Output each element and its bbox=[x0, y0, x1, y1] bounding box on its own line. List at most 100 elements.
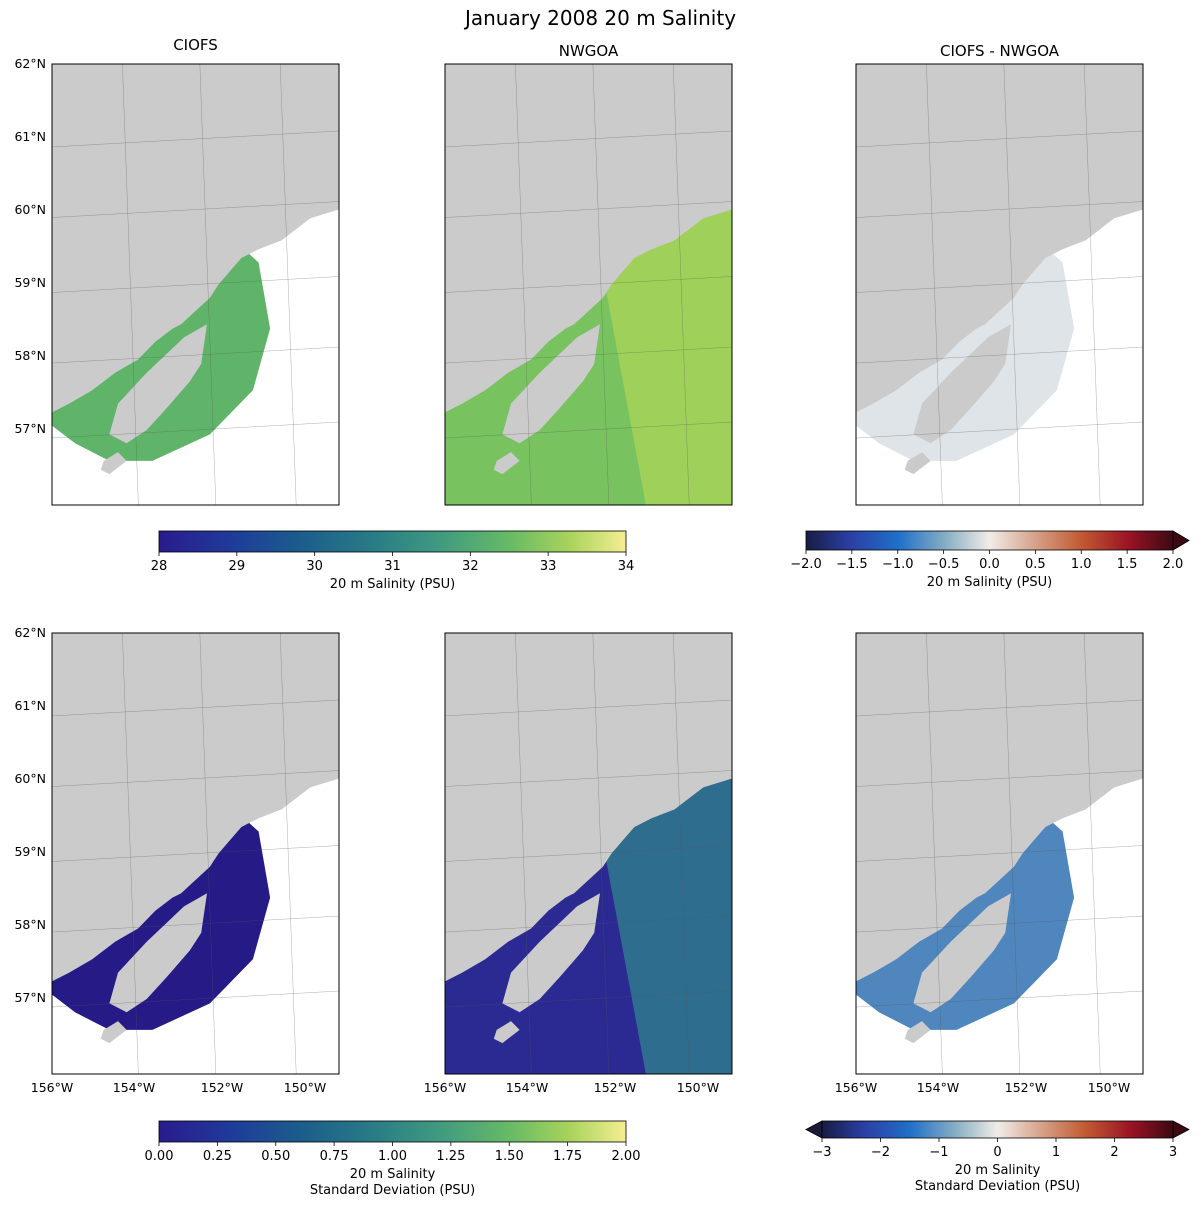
land-kodiak-island bbox=[502, 324, 600, 444]
colorbar-tick-label: 2.0 bbox=[1163, 557, 1184, 572]
graticule-lon-2 bbox=[673, 633, 690, 1074]
graticule-lat-3 bbox=[856, 915, 1143, 933]
graticule-lat-4 bbox=[52, 990, 339, 1008]
lat-tick-label: 60°N bbox=[14, 202, 46, 217]
graticule-lat-1 bbox=[52, 201, 339, 218]
model-water-offshore bbox=[588, 196, 732, 505]
graticule-lon-2 bbox=[1084, 633, 1101, 1074]
lon-tick-label: 152°W bbox=[1005, 1080, 1047, 1095]
colorbar-tick-label: 0.00 bbox=[145, 1149, 174, 1164]
lon-tick-label: 150°W bbox=[1088, 1080, 1130, 1095]
map-panel-top-center bbox=[444, 63, 733, 506]
panel-title-difference: CIOFS - NWGOA bbox=[939, 42, 1060, 60]
colorbar-tick-label: 2 bbox=[1110, 1145, 1118, 1160]
graticule-lat-1 bbox=[856, 201, 1143, 218]
land-small-island bbox=[493, 452, 520, 475]
lon-tick-label: 156°W bbox=[31, 1080, 73, 1095]
land-small-island bbox=[904, 452, 931, 475]
graticule-lon-0 bbox=[515, 633, 532, 1074]
map-frame bbox=[444, 63, 733, 506]
graticule-lat-4 bbox=[445, 990, 732, 1008]
land-kodiak-island bbox=[913, 324, 1011, 444]
graticule-lat-0 bbox=[445, 699, 732, 717]
colorbar-tick-label: 1.75 bbox=[553, 1149, 582, 1164]
colorbar-gradient bbox=[805, 530, 1174, 551]
colorbar-tick-label: 0 bbox=[993, 1145, 1001, 1160]
colorbar-tick-label: 0.50 bbox=[261, 1149, 290, 1164]
lat-tick-label: 58°N bbox=[14, 348, 46, 363]
colorbar-tick-label: 1.5 bbox=[1117, 557, 1138, 572]
lat-tick-label: 60°N bbox=[14, 771, 46, 786]
lon-tick-label: 152°W bbox=[594, 1080, 636, 1095]
map-frame bbox=[444, 632, 733, 1075]
panel-title-nwgoa: NWGOA bbox=[558, 42, 619, 60]
map-panel-top-right bbox=[855, 63, 1144, 506]
colorbar-label: 20 m Salinity bbox=[955, 1163, 1041, 1178]
colorbar-tick-label: 1 bbox=[1052, 1145, 1060, 1160]
map-frame bbox=[51, 632, 340, 1075]
graticule-lat-0 bbox=[856, 130, 1143, 148]
colorbar-extend-min bbox=[805, 1120, 823, 1139]
graticule-lat-2 bbox=[445, 845, 732, 862]
colorbar-extend-max bbox=[1172, 1120, 1190, 1139]
lon-tick-label: 150°W bbox=[284, 1080, 326, 1095]
lon-tick-label: 154°W bbox=[917, 1080, 959, 1095]
graticule-lat-0 bbox=[445, 130, 732, 148]
lon-tick-label: 152°W bbox=[201, 1080, 243, 1095]
colorbar-gradient bbox=[158, 530, 627, 553]
colorbar-tick-label: 0.75 bbox=[320, 1149, 349, 1164]
lat-tick-label: 61°N bbox=[14, 698, 46, 713]
graticule-lat-4 bbox=[445, 421, 732, 439]
colorbar-tick-label: −1.5 bbox=[836, 557, 868, 572]
land-mainland bbox=[856, 633, 1143, 982]
graticule-lat-1 bbox=[52, 770, 339, 787]
map-frame bbox=[855, 63, 1144, 506]
colorbar-salinity-difference: −2.0 −1.5 −1.0 −0.5 0.0 0.5 1.0 1.5 2.0 20 m Sali… bbox=[790, 530, 1190, 590]
colorbar-tick-label: 32 bbox=[462, 559, 479, 574]
graticule-lat-0 bbox=[52, 699, 339, 717]
lat-tick-label: 57°N bbox=[14, 421, 46, 436]
land-small-island bbox=[493, 1021, 520, 1044]
colorbar-gradient bbox=[821, 1120, 1174, 1139]
panel-title-ciofs: CIOFS bbox=[173, 36, 218, 54]
land-mainland bbox=[445, 633, 732, 982]
lon-tick-label: 150°W bbox=[677, 1080, 719, 1095]
graticule-lat-2 bbox=[52, 276, 339, 293]
graticule-lat-1 bbox=[856, 770, 1143, 787]
colorbar-tick-label: 1.50 bbox=[495, 1149, 524, 1164]
graticule-lon-2 bbox=[673, 64, 690, 505]
graticule-lat-2 bbox=[52, 845, 339, 862]
colorbar-tick-label: −1.0 bbox=[882, 557, 914, 572]
map-panel-bottom-right: 156°W 154°W 152°W 150°W bbox=[835, 632, 1144, 1095]
colorbar-tick-label: 29 bbox=[229, 559, 246, 574]
graticule-lat-0 bbox=[856, 699, 1143, 717]
graticule-lat-1 bbox=[445, 201, 732, 218]
colorbar-label: 20 m Salinity (PSU) bbox=[927, 575, 1052, 590]
graticule-lat-4 bbox=[856, 990, 1143, 1008]
lat-tick-label: 61°N bbox=[14, 129, 46, 144]
colorbar-tick-label: 0.25 bbox=[203, 1149, 232, 1164]
graticule-lon-0 bbox=[926, 633, 943, 1074]
graticule-lat-3 bbox=[856, 346, 1143, 364]
lon-tick-label: 156°W bbox=[835, 1080, 877, 1095]
map-panel-top-left: 62°N 61°N 60°N 59°N 58°N 57°N bbox=[14, 56, 340, 506]
colorbar-label: Standard Deviation (PSU) bbox=[915, 1179, 1080, 1194]
colorbar-tick-label: 1.0 bbox=[1071, 557, 1092, 572]
map-panel-bottom-center: 156°W 154°W 152°W 150°W bbox=[424, 632, 733, 1095]
land-kodiak-island bbox=[913, 893, 1011, 1013]
land-kodiak-island bbox=[109, 893, 207, 1013]
colorbar-label: Standard Deviation (PSU) bbox=[310, 1183, 475, 1198]
lon-tick-label: 154°W bbox=[113, 1080, 155, 1095]
graticule-lat-3 bbox=[52, 915, 339, 933]
colorbar-salinity: 28 29 30 31 32 33 34 20 m Salinity (PSU) bbox=[151, 530, 634, 592]
graticule-lon-2 bbox=[280, 64, 297, 505]
lat-tick-label: 57°N bbox=[14, 990, 46, 1005]
land-small-island bbox=[100, 1021, 127, 1044]
land-kodiak-island bbox=[109, 324, 207, 444]
lon-tick-label: 156°W bbox=[424, 1080, 466, 1095]
graticule-lon-1 bbox=[592, 64, 610, 505]
graticule-lon-1 bbox=[199, 633, 217, 1074]
graticule-lat-2 bbox=[856, 845, 1143, 862]
